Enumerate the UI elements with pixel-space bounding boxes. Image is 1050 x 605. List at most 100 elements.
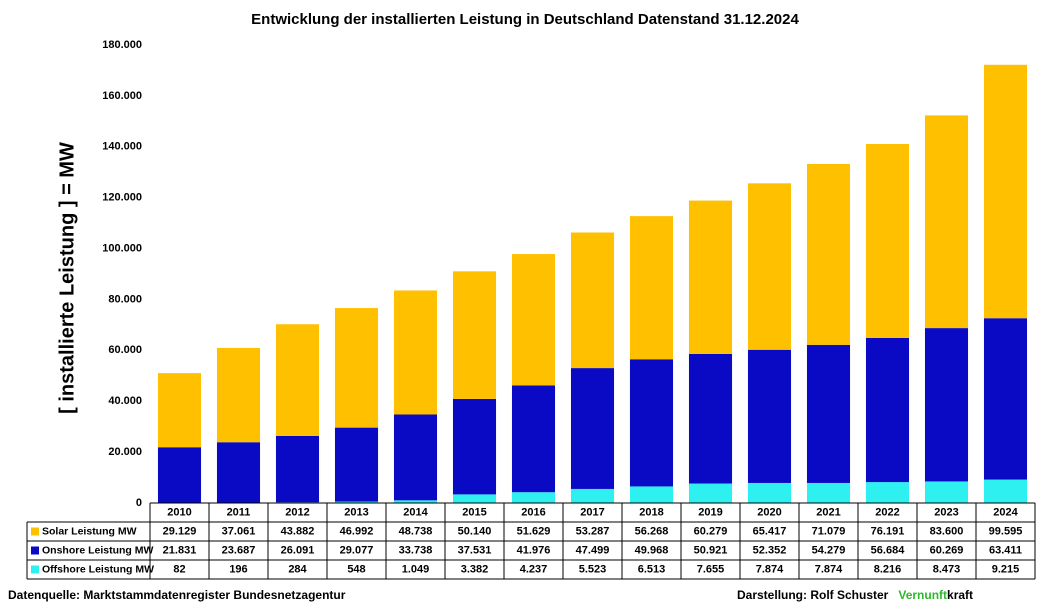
bar-segment xyxy=(629,486,674,503)
bar-segment xyxy=(983,479,1028,503)
legend-swatch xyxy=(31,565,39,574)
bar-segment xyxy=(275,435,320,503)
table-value: 99.595 xyxy=(989,525,1023,537)
table-value: 7.655 xyxy=(697,563,725,575)
x-tick-label: 2024 xyxy=(993,506,1018,518)
table-value: 37.061 xyxy=(222,525,256,537)
credit: Darstellung: Rolf Schuster xyxy=(737,588,889,602)
table-value: 7.874 xyxy=(756,563,784,575)
y-tick-label: 100.000 xyxy=(102,242,142,254)
y-tick-label: 80.000 xyxy=(108,293,142,305)
table-value: 33.738 xyxy=(399,544,433,556)
x-tick-label: 2015 xyxy=(462,506,486,518)
x-tick-label: 2012 xyxy=(285,506,309,518)
table-value: 60.269 xyxy=(930,544,964,556)
bar-segment xyxy=(216,442,261,503)
bar-segment xyxy=(806,344,851,483)
bar-segment xyxy=(570,488,615,503)
y-tick-label: 20.000 xyxy=(108,446,142,458)
table-value: 83.600 xyxy=(930,525,964,537)
bar-segment xyxy=(275,324,320,436)
bar-segment xyxy=(747,482,792,503)
y-tick-label: 120.000 xyxy=(102,192,142,204)
bar-segment xyxy=(688,353,733,484)
bar-segment xyxy=(452,271,497,399)
table-value: 63.411 xyxy=(989,544,1022,556)
bar-segment xyxy=(570,368,615,489)
y-axis-label: [ installierte Leistung ] = MW xyxy=(56,142,78,414)
x-tick-label: 2016 xyxy=(521,506,545,518)
credit-note: Darstellung: Rolf Schuster Vernunftkraft xyxy=(737,588,973,602)
table-value: 47.499 xyxy=(576,544,610,556)
bar-segment xyxy=(865,337,910,483)
table-value: 46.992 xyxy=(340,525,374,537)
y-tick-label: 140.000 xyxy=(102,141,142,153)
table-value: 76.191 xyxy=(871,525,905,537)
bar-segment xyxy=(334,427,379,502)
bar-segment xyxy=(334,308,379,428)
table-value: 9.215 xyxy=(992,563,1020,575)
table-value: 52.352 xyxy=(753,544,787,556)
table-value: 60.279 xyxy=(694,525,728,537)
bar-segment xyxy=(511,385,556,493)
y-tick-label: 160.000 xyxy=(102,90,142,102)
y-tick-label: 0 xyxy=(136,497,142,509)
table-value: 548 xyxy=(347,563,365,575)
x-tick-label: 2022 xyxy=(875,506,899,518)
table-value: 54.279 xyxy=(812,544,846,556)
table-value: 56.684 xyxy=(871,544,906,556)
bar-segment xyxy=(452,494,497,503)
table-value: 50.921 xyxy=(694,544,728,556)
legend-swatch xyxy=(31,527,39,536)
bar-segment xyxy=(393,414,438,501)
y-tick-label: 40.000 xyxy=(108,395,142,407)
legend-label: Solar Leistung MW xyxy=(42,525,137,537)
table-value: 1.049 xyxy=(402,563,430,575)
legend-label: Onshore Leistung MW xyxy=(42,544,154,556)
table-value: 284 xyxy=(288,563,307,575)
table-value: 49.968 xyxy=(635,544,669,556)
bar-segment xyxy=(157,447,202,503)
table-value: 29.077 xyxy=(340,544,374,556)
bar-segment xyxy=(983,64,1028,319)
table-value: 4.237 xyxy=(520,563,548,575)
x-tick-label: 2019 xyxy=(698,506,722,518)
x-tick-label: 2011 xyxy=(227,506,251,518)
table-value: 53.287 xyxy=(576,525,610,537)
table-value: 56.268 xyxy=(635,525,669,537)
bar-segment xyxy=(393,290,438,415)
table-value: 21.831 xyxy=(163,544,197,556)
bar-segment xyxy=(216,347,261,443)
table-value: 48.738 xyxy=(399,525,433,537)
y-tick-label: 180.000 xyxy=(102,39,142,51)
x-tick-label: 2017 xyxy=(580,506,604,518)
bar-segment xyxy=(629,216,674,360)
table-value: 65.417 xyxy=(753,525,787,537)
x-tick-label: 2023 xyxy=(934,506,958,518)
bar-segment xyxy=(983,318,1028,480)
bar-segment xyxy=(924,328,969,482)
y-tick-label: 60.000 xyxy=(108,344,142,356)
table-value: 82 xyxy=(173,563,185,575)
bar-segment xyxy=(629,359,674,487)
table-value: 37.531 xyxy=(458,544,492,556)
brand-rest: kraft xyxy=(947,588,973,602)
bar-segment xyxy=(924,481,969,503)
bar-segment xyxy=(924,115,969,329)
x-tick-label: 2018 xyxy=(639,506,663,518)
bar-segment xyxy=(865,482,910,503)
legend-label: Offshore Leistung MW xyxy=(42,563,154,575)
table-value: 8.473 xyxy=(933,563,961,575)
bar-segment xyxy=(570,232,615,369)
x-tick-label: 2020 xyxy=(757,506,781,518)
bar-segment xyxy=(747,183,792,350)
table-value: 50.140 xyxy=(458,525,492,537)
table-value: 41.976 xyxy=(517,544,551,556)
bar-segment xyxy=(511,254,556,386)
bar-segment xyxy=(452,398,497,495)
bar-segment xyxy=(806,163,851,345)
source-note: Datenquelle: Marktstammdatenregister Bun… xyxy=(8,588,346,602)
x-tick-label: 2021 xyxy=(816,506,840,518)
legend-swatch xyxy=(31,546,39,555)
